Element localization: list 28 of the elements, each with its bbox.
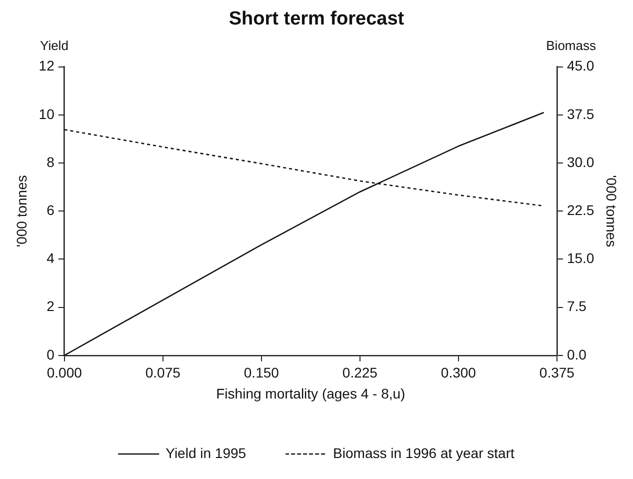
y-tick-label: 12: [38, 58, 55, 74]
y-axis-title: '000 tonnes: [13, 175, 30, 248]
y-tick-label: 4: [46, 250, 55, 266]
y-tick-label: 0: [46, 346, 55, 362]
y2-tick-label: 45.0: [566, 58, 594, 74]
legend-label: Biomass in 1996 at year start: [333, 444, 514, 461]
y2-tick-label: 37.5: [566, 106, 594, 122]
x-tick-label: 0.375: [539, 364, 575, 381]
x-tick-label: 0.000: [46, 364, 82, 381]
x-tick-label: 0.300: [440, 364, 476, 381]
y-tick-label: 8: [46, 154, 55, 170]
x-tick-label: 0.075: [145, 364, 181, 381]
y2-axis-title: '000 tonnes: [604, 175, 620, 248]
legend-label: Yield in 1995: [166, 444, 246, 461]
y2-tick-label: 30.0: [566, 154, 594, 170]
y-tick-label: 10: [38, 106, 55, 122]
y2-tick-label: 22.5: [566, 202, 594, 218]
x-axis-title: Fishing mortality (ages 4 - 8,u): [216, 385, 406, 402]
text: Biomass: [546, 38, 596, 53]
x-tick-label: 0.150: [244, 364, 280, 381]
chart-title: Short term forecast: [228, 8, 405, 30]
y-tick-label: 2: [46, 298, 55, 314]
y2-tick-label: 7.5: [566, 298, 587, 314]
y2-tick-label: 0.0: [566, 346, 587, 362]
y-tick-label: 6: [46, 202, 55, 218]
text: Yield: [40, 38, 68, 53]
x-tick-label: 0.225: [342, 364, 378, 381]
y2-tick-label: 15.0: [566, 250, 594, 266]
